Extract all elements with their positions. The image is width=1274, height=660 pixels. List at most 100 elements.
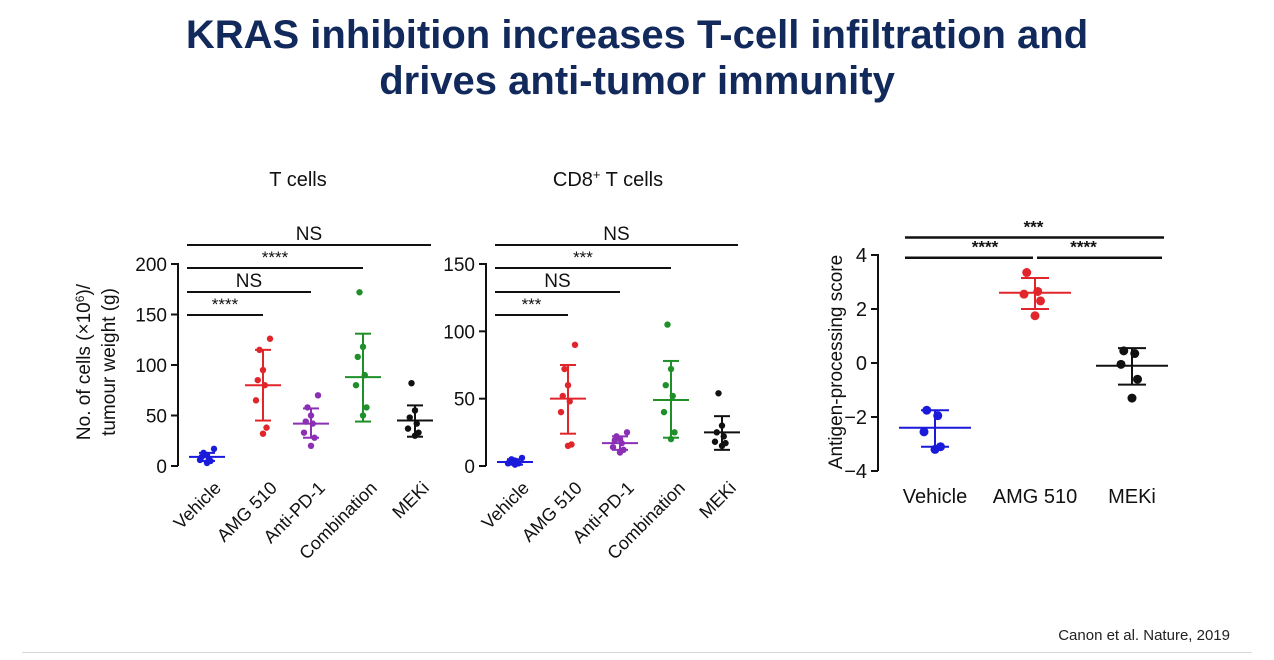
- data-point: [660, 408, 668, 416]
- significance-label: ***: [573, 248, 593, 267]
- data-point: [718, 422, 726, 429]
- data-point: [200, 449, 207, 457]
- panel-2-title-end: T cells: [600, 169, 663, 191]
- data-point: [256, 346, 263, 354]
- citation: Canon et al. Nature, 2019: [1058, 627, 1230, 644]
- data-point: [623, 429, 631, 436]
- panel-2-title-main: CD8: [553, 169, 593, 191]
- data-point: [311, 434, 318, 441]
- panel-3-category-label: AMG 510: [993, 486, 1077, 508]
- panel-2-ytick-label: 100: [443, 322, 475, 343]
- slide-title-line1: KRAS inhibition increases T-cell infiltr…: [185, 13, 1089, 57]
- slide-title-line2: drives anti-tumor immunity: [379, 59, 895, 103]
- data-point: [669, 392, 676, 400]
- panel-3-series-2: [999, 268, 1071, 321]
- significance-label: NS: [603, 224, 629, 245]
- panel-2-ytick-label: 150: [443, 255, 475, 276]
- panel-2-series-2: [550, 341, 586, 449]
- data-point: [307, 412, 315, 419]
- panel-2-title-sup: +: [593, 167, 601, 182]
- data-point: [1119, 346, 1129, 356]
- data-point: [259, 366, 267, 374]
- panel-1-ylabel-main: No. of cells (×10: [74, 302, 95, 440]
- data-point: [1030, 311, 1040, 321]
- panel-3-ytick-label: −4: [844, 461, 867, 483]
- panel-2-ytick-label: 50: [454, 390, 475, 411]
- significance-label: ****: [262, 248, 289, 267]
- data-point: [363, 404, 370, 411]
- data-point: [302, 418, 309, 425]
- data-point: [667, 435, 675, 443]
- panel-2-ytick-label: 0: [464, 457, 475, 478]
- data-point: [564, 382, 572, 389]
- data-point: [936, 442, 945, 452]
- significance-label: ***: [522, 295, 542, 314]
- data-point: [261, 382, 268, 389]
- data-point: [300, 429, 308, 436]
- data-point: [1130, 349, 1140, 359]
- data-point: [210, 445, 218, 453]
- data-point: [411, 407, 419, 414]
- significance-label: ****: [212, 295, 239, 314]
- panel-3-ytick-label: 0: [856, 353, 867, 375]
- data-point: [415, 429, 422, 436]
- panel-1-series-2: [245, 335, 281, 437]
- data-point: [922, 405, 932, 415]
- data-point: [252, 397, 260, 404]
- data-point: [304, 404, 311, 411]
- data-point: [561, 365, 568, 373]
- data-point: [266, 335, 274, 342]
- data-point: [352, 382, 360, 389]
- panel-3-series-1: [899, 405, 971, 454]
- data-point: [508, 456, 515, 463]
- data-point: [263, 424, 270, 431]
- panel-2-title: CD8+ T cells: [553, 167, 663, 191]
- data-point: [404, 425, 412, 432]
- significance-label: NS: [544, 271, 570, 292]
- data-point: [609, 443, 617, 451]
- significance-label: ***: [1024, 217, 1044, 236]
- significance-label: NS: [236, 271, 262, 292]
- slide-title: KRAS inhibition increases T-cell infiltr…: [0, 12, 1274, 104]
- panel-1-category-label: Vehicle: [170, 478, 225, 533]
- panel-1-category-label: MEKi: [388, 478, 433, 523]
- data-point: [620, 446, 627, 454]
- data-point: [933, 411, 943, 421]
- panel-1-ylabel-line2: tumour weight (g): [99, 288, 120, 436]
- data-point: [722, 439, 729, 447]
- data-point: [354, 353, 361, 361]
- panel-1-series-4: [345, 289, 381, 423]
- panel-1-ytick-label: 200: [135, 255, 167, 276]
- data-point: [613, 433, 620, 440]
- data-point: [713, 429, 720, 436]
- data-point: [671, 429, 678, 436]
- data-point: [361, 371, 368, 379]
- data-point: [356, 289, 363, 296]
- panel-1-ylabel-sup: 6: [73, 295, 87, 302]
- data-point: [309, 420, 316, 427]
- panel-1-ytick-label: 50: [146, 407, 167, 428]
- data-point: [720, 433, 727, 440]
- data-point: [571, 341, 579, 348]
- data-point: [715, 390, 722, 397]
- data-point: [1036, 296, 1045, 306]
- panel-1-ylabel: No. of cells (×106)/: [73, 283, 95, 440]
- panel-3-ytick-label: −2: [844, 407, 867, 429]
- data-point: [406, 414, 413, 421]
- data-point: [566, 398, 573, 405]
- panel-1-title: T cells: [269, 169, 326, 191]
- data-point: [568, 441, 575, 448]
- data-point: [1033, 286, 1043, 296]
- data-point: [359, 343, 367, 351]
- data-point: [307, 442, 315, 449]
- panel-2-series-5: [704, 390, 740, 451]
- data-point: [1022, 268, 1032, 278]
- data-point: [259, 430, 267, 437]
- footer-divider: [22, 652, 1252, 653]
- data-point: [413, 420, 420, 427]
- significance-label: NS: [296, 224, 322, 245]
- panel-1-series-3: [293, 392, 329, 449]
- data-point: [314, 392, 322, 399]
